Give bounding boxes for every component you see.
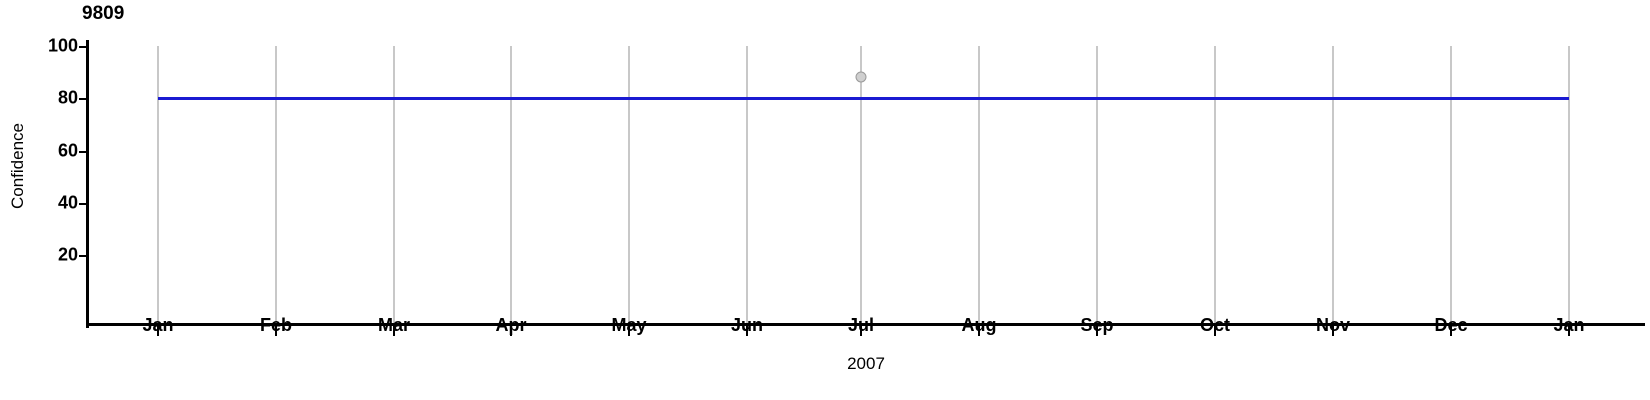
y-tick-100 — [79, 46, 88, 48]
x-tick-sep — [1096, 326, 1098, 336]
x-tick-label-jan-2: Jan — [1553, 315, 1585, 335]
x-tick-label-apr: Apr — [495, 315, 527, 335]
x-tick-jul — [860, 326, 862, 336]
x-tick-label-jan-1: Jan — [142, 315, 174, 335]
y-tick-label-100: 100 — [47, 35, 78, 56]
x-tick-jan-2 — [1568, 326, 1570, 336]
gridline-apr — [510, 46, 512, 325]
x-tick-jun — [746, 326, 748, 336]
x-axis-title: 2007 — [847, 354, 885, 373]
x-tick-label-dec: Dec — [1434, 315, 1468, 335]
y-tick-label-40: 40 — [57, 192, 78, 213]
gridline-nov — [1332, 46, 1334, 325]
series-line-confidence-threshold — [158, 97, 1569, 100]
y-tick-60 — [79, 151, 88, 153]
gridline-sep — [1096, 46, 1098, 325]
x-tick-label-nov: Nov — [1315, 315, 1351, 335]
x-tick-label-mar: Mar — [377, 315, 411, 335]
x-tick-label-jul: Jul — [847, 315, 875, 335]
x-tick-label-aug: Aug — [961, 315, 997, 335]
gridline-dec — [1450, 46, 1452, 325]
y-tick-20 — [79, 255, 88, 257]
gridline-feb — [275, 46, 277, 325]
x-tick-jan-1 — [157, 326, 159, 336]
x-tick-label-jun: Jun — [730, 315, 764, 335]
y-tick-label-60: 60 — [57, 140, 78, 161]
y-tick-40 — [79, 203, 88, 205]
x-axis-line — [86, 323, 1645, 326]
y-axis-line — [86, 40, 89, 328]
gridline-jan-2 — [1568, 46, 1570, 325]
x-tick-label-sep: Sep — [1080, 315, 1114, 335]
y-tick-label-20: 20 — [57, 244, 78, 265]
x-tick-mar — [393, 326, 395, 336]
x-tick-label-may: May — [611, 315, 647, 335]
x-tick-apr — [510, 326, 512, 336]
x-tick-oct — [1214, 326, 1216, 336]
x-tick-may — [628, 326, 630, 336]
gridline-may — [628, 46, 630, 325]
data-point-jul[interactable] — [855, 71, 867, 83]
x-tick-dec — [1450, 326, 1452, 336]
x-tick-nov — [1332, 326, 1334, 336]
y-tick-80 — [79, 98, 88, 100]
gridline-mar — [393, 46, 395, 325]
x-tick-label-feb: Feb — [259, 315, 293, 335]
x-tick-label-oct: Oct — [1199, 315, 1231, 335]
y-axis-title: Confidence — [8, 122, 27, 210]
x-tick-aug — [978, 326, 980, 336]
x-tick-feb — [275, 326, 277, 336]
y-tick-label-80: 80 — [57, 87, 78, 108]
gridline-jul — [860, 46, 862, 325]
gridline-jun — [746, 46, 748, 325]
chart-title: 9809 — [82, 3, 125, 24]
gridline-oct — [1214, 46, 1216, 325]
gridline-aug — [978, 46, 980, 325]
gridline-jan-1 — [157, 46, 159, 325]
